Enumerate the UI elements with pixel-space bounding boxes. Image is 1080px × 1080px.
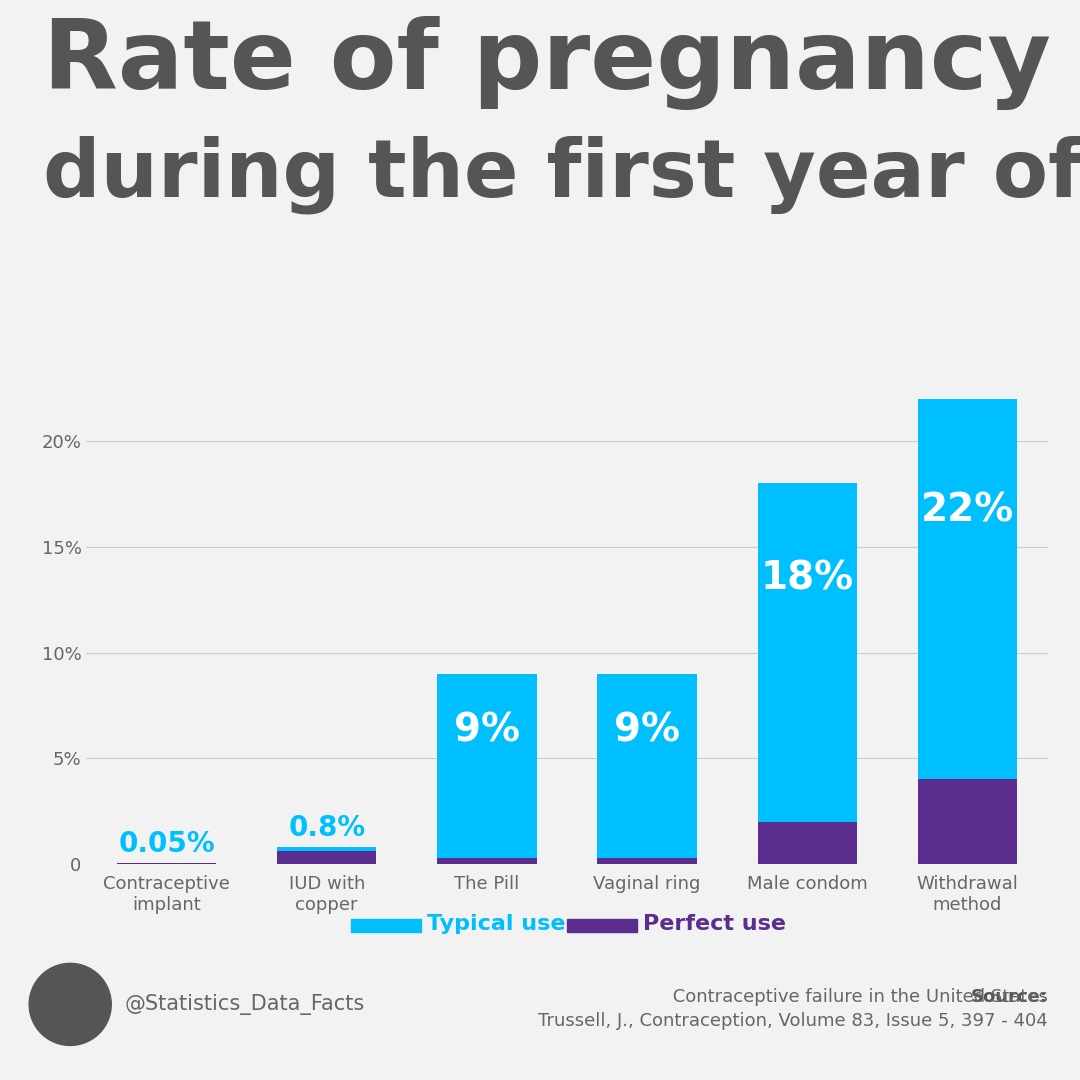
Text: 22%: 22% (921, 491, 1014, 530)
Text: @Statistics_Data_Facts: @Statistics_Data_Facts (124, 994, 364, 1015)
Bar (437, 674, 537, 864)
Bar (437, 858, 537, 864)
Text: Typical use: Typical use (427, 915, 565, 934)
Bar (918, 780, 1017, 864)
Text: 0.8%: 0.8% (288, 814, 365, 841)
Text: 0.05%: 0.05% (118, 829, 215, 858)
Bar (918, 399, 1017, 864)
Text: Trussell, J., Contraception, Volume 83, Issue 5, 397 - 404: Trussell, J., Contraception, Volume 83, … (538, 1012, 1048, 1029)
Text: Rate of pregnancy: Rate of pregnancy (43, 16, 1051, 110)
Text: 9%: 9% (454, 712, 519, 750)
Text: during the first year of use: during the first year of use (43, 135, 1080, 214)
Text: Perfect use: Perfect use (643, 915, 785, 934)
Text: Source:: Source: (971, 988, 1048, 1005)
Text: 9%: 9% (615, 712, 680, 750)
Bar (758, 822, 856, 864)
Bar (278, 851, 376, 864)
Bar (758, 484, 856, 864)
Bar (278, 847, 376, 864)
Text: 18%: 18% (760, 559, 854, 597)
Bar (597, 858, 697, 864)
Bar (597, 674, 697, 864)
Text: Contraceptive failure in the United States: Contraceptive failure in the United Stat… (552, 988, 1048, 1005)
